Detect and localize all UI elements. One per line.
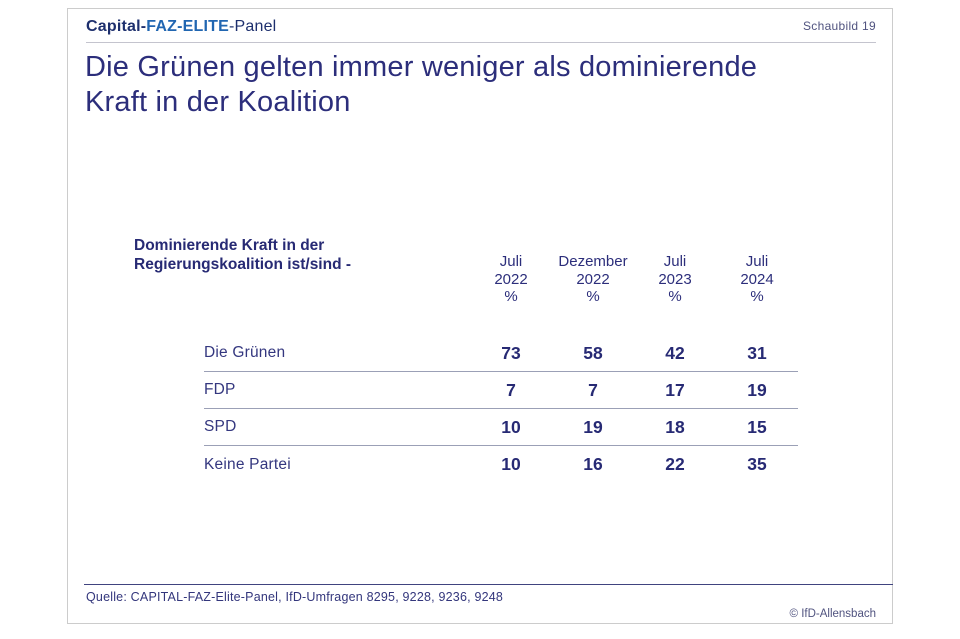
source-note: Quelle: CAPITAL-FAZ-Elite-Panel, IfD-Umf… (86, 590, 504, 604)
value-cell: 19 (747, 379, 767, 400)
table-row-spd: SPD 10 19 18 15 (204, 409, 798, 446)
row-label: SPD (204, 418, 237, 435)
value-cell: 10 (501, 454, 521, 474)
value-cell: 16 (583, 454, 603, 474)
value-cell: 31 (747, 342, 767, 363)
column-period: Juli (499, 253, 523, 270)
footer-divider (84, 584, 893, 585)
column-period: Juli (663, 253, 687, 270)
slide-number: Schaubild 19 (803, 19, 876, 33)
value-cell: 7 (506, 379, 516, 400)
value-cell: 42 (665, 342, 685, 363)
table-row-fdp: FDP 7 7 17 19 (204, 372, 798, 409)
column-year: 2024 (740, 270, 774, 288)
value-cell: 22 (665, 454, 685, 474)
value-cell: 18 (665, 416, 685, 437)
column-header-spacer (204, 253, 470, 306)
value-cell: 10 (501, 416, 521, 437)
row-label: Die Grünen (204, 344, 286, 361)
slide-card: Capital-FAZ-ELITE-Panel Schaubild 19 Die… (67, 8, 893, 624)
table-row-keine-partei: Keine Partei 10 16 22 35 (204, 446, 798, 483)
brand-panel: -Panel (228, 18, 277, 35)
header-divider (86, 42, 876, 43)
value-cell: 7 (588, 379, 598, 400)
value-cell: 73 (501, 342, 521, 363)
value-cell: 35 (747, 454, 767, 474)
brand-logo: Capital-FAZ-ELITE-Panel (86, 18, 276, 36)
value-cell: 58 (583, 342, 603, 363)
column-unit: % (586, 288, 600, 305)
column-period: Dezember (558, 253, 628, 270)
question-label: Dominierende Kraft in der Regierungskoal… (134, 236, 351, 274)
table-row-die-gruenen: Die Grünen 73 58 42 31 (204, 335, 798, 372)
column-year: 2022 (576, 270, 610, 288)
column-unit: % (668, 288, 682, 305)
column-unit: % (750, 288, 764, 305)
column-year: 2022 (494, 270, 528, 288)
column-period: Juli (745, 253, 769, 270)
question-line1: Dominierende Kraft in der (134, 237, 325, 254)
brand-faz-elite: FAZ-ELITE (146, 18, 229, 35)
column-header-juli-2022: Juli 2022 % (470, 253, 552, 306)
brand-capital: Capital- (86, 18, 147, 35)
column-header-dezember-2022: Dezember 2022 % (552, 253, 634, 306)
page-title-line1: Die Grünen gelten immer weniger als domi… (85, 51, 758, 83)
value-cell: 19 (583, 416, 603, 437)
value-cell: 17 (665, 379, 685, 400)
column-unit: % (504, 288, 518, 305)
value-cell: 15 (747, 416, 767, 437)
data-table: Die Grünen 73 58 42 31 FDP 7 7 17 19 SPD… (204, 335, 798, 483)
column-header-juli-2024: Juli 2024 % (716, 253, 798, 306)
table-column-headers: Juli 2022 % Dezember 2022 % Juli 2023 % … (204, 253, 798, 306)
page-title: Die Grünen gelten immer weniger als domi… (85, 50, 865, 120)
column-year: 2023 (658, 270, 692, 288)
page-title-line2: Kraft in der Koalition (85, 86, 351, 118)
row-label: Keine Partei (204, 455, 291, 473)
question-line2: Regierungskoalition ist/sind - (134, 256, 352, 273)
row-label: FDP (204, 381, 236, 398)
column-header-juli-2023: Juli 2023 % (634, 253, 716, 306)
copyright-note: © IfD-Allensbach (789, 608, 876, 620)
